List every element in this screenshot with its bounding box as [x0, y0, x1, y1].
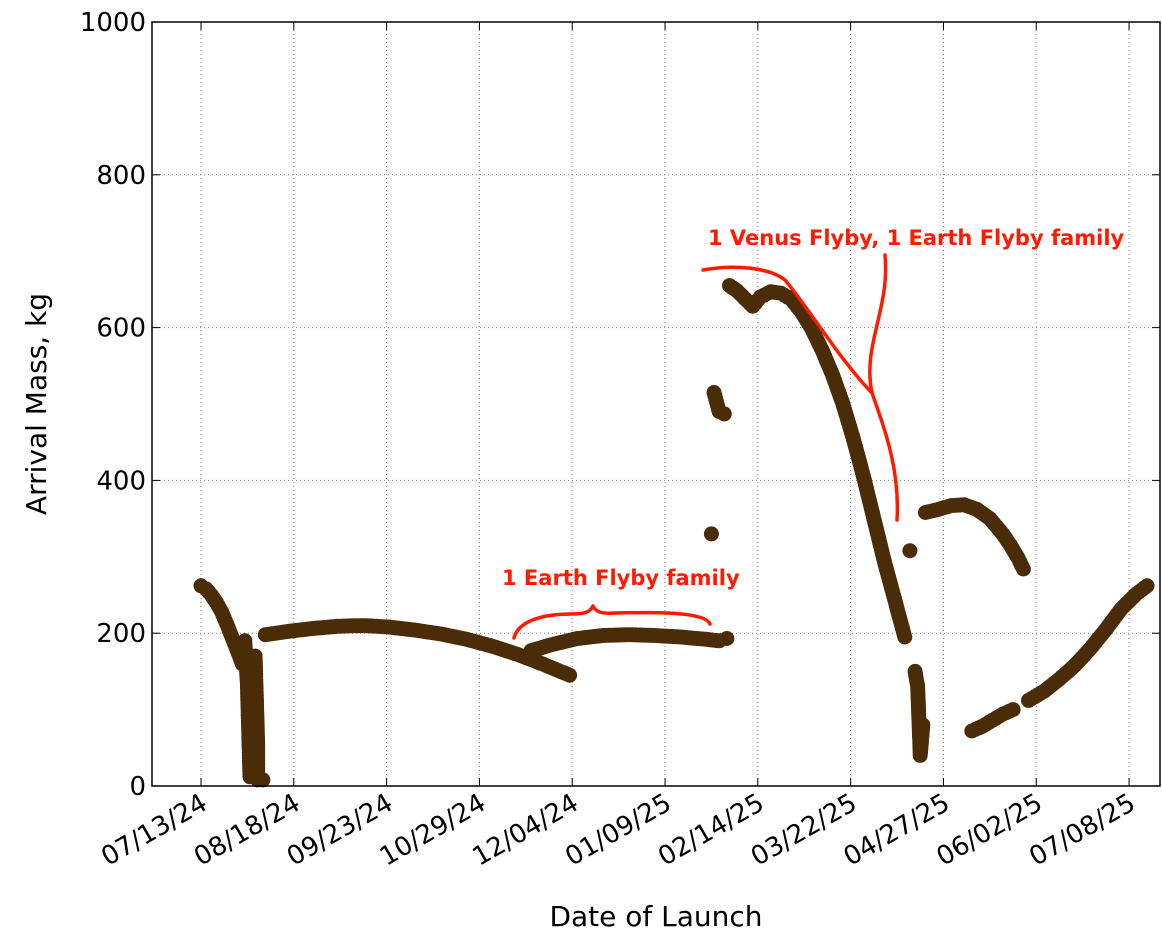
y-tick-label: 800 [96, 161, 146, 191]
data-point [719, 631, 735, 646]
data-point [1015, 561, 1031, 577]
data-point [716, 406, 732, 422]
data-point [562, 667, 578, 683]
y-tick-label: 600 [96, 314, 146, 344]
series-segment-3 [523, 627, 727, 659]
data-point [1139, 578, 1155, 594]
x-tick-label: 07/13/24 [96, 788, 212, 872]
y-tick-label: 1000 [80, 8, 146, 38]
series-segment-8 [964, 702, 1021, 739]
data-point [255, 772, 271, 788]
venus-earth-flyby-brace [701, 253, 900, 522]
x-tick-label: 01/09/25 [560, 788, 676, 872]
y-tick-label: 0 [129, 772, 146, 802]
y-axis-title: Arrival Mass, kg [20, 293, 53, 515]
series-segment-7 [917, 497, 1031, 577]
series-segment-5 [722, 278, 913, 645]
y-tick-label: 200 [96, 619, 146, 649]
x-tick-label: 12/04/24 [468, 788, 584, 872]
series-segment-9 [1021, 578, 1155, 708]
x-tick-label: 07/08/25 [1024, 788, 1140, 872]
data-points [193, 278, 1155, 788]
data-point [915, 717, 931, 733]
x-tick-label: 10/29/24 [375, 788, 491, 872]
data-point [703, 526, 719, 542]
series-segment-1 [237, 633, 271, 788]
data-point [902, 543, 918, 559]
x-axis-title: Date of Launch [549, 900, 762, 932]
series-segment-2 [257, 618, 578, 683]
x-tick-label: 09/23/24 [282, 788, 398, 872]
series-segment-4 [703, 385, 735, 646]
grid-lines [152, 22, 1160, 786]
annotations: 1 Earth Flyby family 1 Venus Flyby, 1 Ea… [502, 226, 1125, 640]
x-tick-label: 02/14/25 [653, 788, 769, 872]
data-point [1005, 702, 1021, 718]
plot-frame [151, 21, 1161, 787]
earth-flyby-brace [512, 604, 712, 640]
y-tick-label: 400 [96, 466, 146, 496]
earth-flyby-annotation: 1 Earth Flyby family [502, 566, 740, 590]
x-tick-label: 04/27/25 [839, 788, 955, 872]
x-tick-label: 03/22/25 [746, 788, 862, 872]
venus-earth-flyby-annotation: 1 Venus Flyby, 1 Earth Flyby family [708, 226, 1125, 250]
series-segment-6 [902, 543, 931, 763]
data-point [897, 629, 913, 645]
x-tick-label: 08/18/24 [189, 788, 305, 872]
x-tick-label: 06/02/25 [932, 788, 1048, 872]
